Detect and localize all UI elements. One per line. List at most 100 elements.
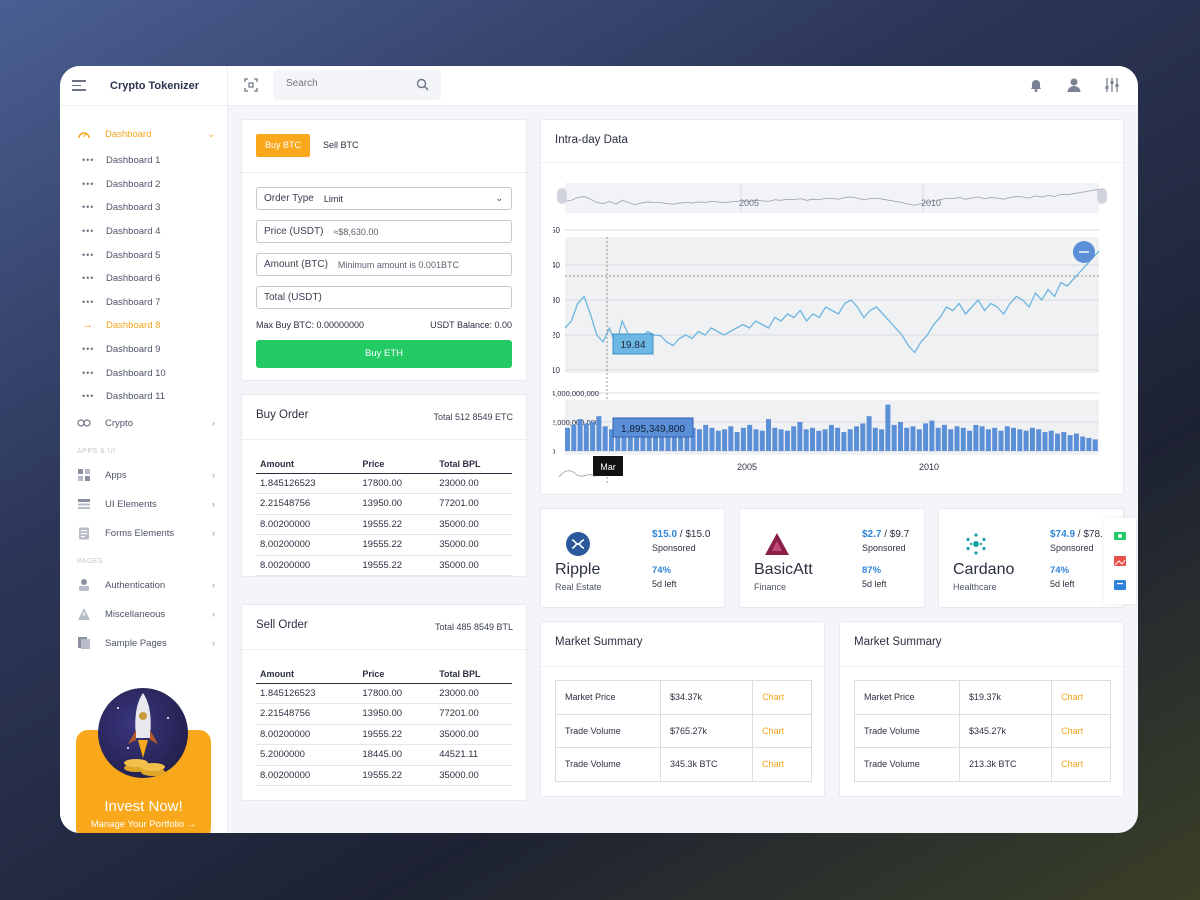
volume-bar [778,429,784,452]
table-cell: 44521.11 [435,744,512,766]
volume-tick-label: 2,000,000,000 [553,418,599,427]
table-row[interactable]: 5.2000000 18445.00 44521.11 [256,744,512,766]
promo-link[interactable]: Manage Your Portfolio → [90,819,197,830]
sidebar-item-dashboard-4[interactable]: ••• Dashboard 4 [60,220,227,244]
volume-bar [797,422,803,451]
table-row[interactable]: 8.00200000 19555.22 35000.00 [256,534,512,556]
intraday-chart[interactable]: 2005 2010504030201019.844,000,000,0002,00… [553,175,1113,485]
table-cell: 2.21548756 [256,493,359,515]
sidebar-item-dashboard-5[interactable]: ••• Dashboard 5 [60,243,227,267]
cardano-logo-icon [963,531,989,557]
volume-bar [879,429,885,452]
sidebar-item-label: Authentication [105,579,166,591]
chart-link[interactable]: Chart [752,680,812,715]
sidebar-item-sample-pages[interactable]: Sample Pages › [60,629,227,658]
table-cell: 1.845126523 [256,473,359,494]
navigator-handle-right [1097,188,1107,204]
volume-bar [910,426,916,451]
volume-bar [854,426,859,451]
scan-icon[interactable] [244,78,258,92]
volume-bar [1073,433,1079,451]
sidebar-item-forms[interactable]: Forms Elements › [60,519,227,548]
chart-link[interactable]: Chart [752,713,812,748]
user-icon[interactable] [1066,77,1082,93]
y-tick-label: 30 [553,296,560,305]
search-icon[interactable] [416,78,429,91]
sidebar-item-label: Dashboard 3 [106,202,161,214]
sidebar-item-dashboard[interactable]: Dashboard ⌄ [60,120,227,149]
table-cell: 19555.22 [358,555,436,576]
invest-promo[interactable]: Invest Now! Manage Your Portfolio → [76,688,211,833]
tab-buy-btc[interactable]: Buy BTC [256,134,311,157]
sidebar-item-dashboard-1[interactable]: ••• Dashboard 1 [60,149,227,173]
volume-bar [998,430,1004,451]
order-type-select[interactable]: Order Type Limit ⌄ [256,187,512,210]
table-cell: 8.00200000 [256,765,359,786]
tab-sell-btc[interactable]: Sell BTC [323,140,359,150]
search-input[interactable] [286,78,406,89]
coin-price-goal: / $15.0 [677,529,711,540]
sidebar-item-dashboard-8[interactable]: → Dashboard 8 [60,314,227,338]
chart-link[interactable]: Chart [1051,747,1111,782]
sidebar-item-apps[interactable]: Apps › [60,461,227,490]
sidebar-item-label: Dashboard 9 [106,344,161,356]
sidebar-item-dashboard-2[interactable]: ••• Dashboard 2 [60,173,227,197]
dots-icon: ••• [82,202,95,213]
chevron-right-icon: › [212,499,215,510]
total-input[interactable]: Total (USDT) [256,286,512,309]
table-row[interactable]: 8.00200000 19555.22 35000.00 [256,514,512,535]
table-row[interactable]: 1.845126523 17800.00 23000.00 [256,473,512,494]
volume-tooltip-text: 1,895,349,800 [621,424,685,435]
sidebar-item-authentication[interactable]: Authentication › [60,571,227,600]
volume-bar [684,430,690,451]
sidebar-item-dashboard-10[interactable]: ••• Dashboard 10 [60,361,227,385]
table-row[interactable]: 8.00200000 19555.22 35000.00 [256,765,512,786]
coin-price-now: $2.7 [862,529,882,540]
sidebar-item-dashboard-7[interactable]: ••• Dashboard 7 [60,291,227,315]
table-row[interactable]: 1.845126523 17800.00 23000.00 [256,683,512,704]
chart-link[interactable]: Chart [1051,713,1111,748]
chart-link[interactable]: Chart [752,747,812,782]
volume-bar [665,427,671,451]
sidebar-item-dashboard-9[interactable]: ••• Dashboard 9 [60,338,227,362]
table-row[interactable]: 2.21548756 13950.00 77201.00 [256,703,512,725]
volume-bar [835,427,841,451]
price-label: Price (USDT) [264,226,324,237]
sidebar-item-ui-elements[interactable]: UI Elements › [60,490,227,519]
sidebar-nav: Dashboard ⌄ ••• Dashboard 1 ••• Dashboard 2… [60,106,227,658]
sidebar-item-dashboard-6[interactable]: ••• Dashboard 6 [60,267,227,291]
coin-sponsored: Sponsored [1050,543,1094,553]
buy-eth-button[interactable]: Buy ETH [256,340,512,368]
coin-card-basicatt[interactable]: BasicAtt Finance $2.7 / $9.7 Sponsored 8… [739,508,925,608]
bell-icon[interactable] [1028,77,1044,93]
volume-bar [816,430,822,451]
arrow-right-icon: → [82,319,94,332]
table-row[interactable]: 2.21548756 13950.00 77201.00 [256,493,512,515]
table-row[interactable]: 8.00200000 19555.22 35000.00 [256,724,512,745]
column-header: Total BPL [435,665,512,684]
coin-card-ripple[interactable]: Ripple Real Estate $15.0 / $15.0 Sponsor… [540,508,725,608]
price-input[interactable]: Price (USDT) ≈$8,630.00 [256,220,512,243]
sidebar-item-dashboard-11[interactable]: ••• Dashboard 11 [60,385,227,409]
divider [242,439,526,440]
coin-name: BasicAtt [754,561,813,578]
table-row[interactable]: 8.00200000 19555.22 35000.00 [256,555,512,576]
sliders-icon[interactable] [1104,77,1120,93]
amount-input[interactable]: Amount (BTC) Minimum amount is 0.001BTC [256,253,512,276]
x-tooltip [593,456,623,476]
chart-link[interactable]: Chart [1051,680,1111,715]
volume-bar [841,432,847,451]
hamburger-icon[interactable] [72,80,86,91]
divider [242,649,526,650]
chevron-right-icon: › [212,418,215,429]
sidebar-item-miscellaneous[interactable]: Miscellaneous › [60,600,227,629]
coin-card-cardano[interactable]: Cardano Healthcare $74.9 / $78. Sponsore… [938,508,1124,608]
dots-icon: ••• [82,296,95,307]
volume-bar [634,426,640,451]
volume-bar [1029,427,1035,451]
volume-bar [766,419,771,451]
usdt-balance-text: USDT Balance: 0.00 [430,320,512,330]
table-cell: 35000.00 [435,555,512,576]
sidebar-item-crypto[interactable]: Crypto › [60,409,227,438]
sidebar-item-dashboard-3[interactable]: ••• Dashboard 3 [60,196,227,220]
